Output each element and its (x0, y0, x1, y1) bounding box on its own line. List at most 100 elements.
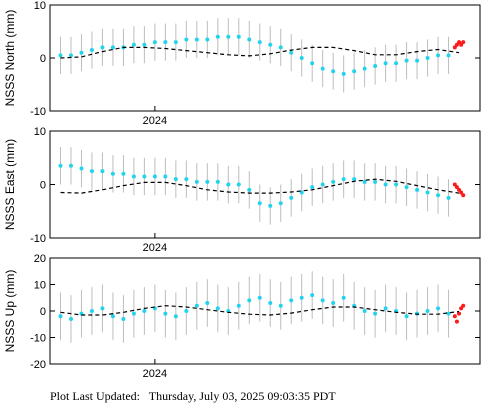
daily-point (310, 185, 315, 190)
recent-point (461, 303, 466, 308)
daily-point (194, 179, 199, 184)
daily-point (446, 53, 451, 58)
y-tick-label: 0 (40, 180, 46, 192)
daily-point (373, 311, 378, 316)
daily-point (331, 301, 336, 306)
x-tick-label: 2024 (143, 242, 167, 254)
daily-point (110, 171, 115, 176)
recent-point (454, 185, 459, 190)
error-bars (59, 147, 450, 225)
recent-point (452, 314, 457, 319)
daily-point (247, 37, 252, 42)
y-tick-label: 10 (34, 0, 46, 12)
daily-point (289, 50, 294, 55)
daily-point (341, 71, 346, 76)
daily-points (58, 34, 451, 76)
recent-point (459, 190, 464, 195)
daily-point (205, 179, 210, 184)
daily-point (236, 182, 241, 187)
daily-point (142, 174, 147, 179)
daily-point (436, 53, 441, 58)
daily-point (236, 303, 241, 308)
daily-point (352, 69, 357, 74)
daily-point (68, 316, 73, 321)
recent-point (457, 311, 462, 316)
daily-point (58, 53, 63, 58)
y-tick-label: -10 (30, 333, 46, 345)
daily-point (320, 66, 325, 71)
daily-points (58, 293, 451, 321)
daily-point (415, 58, 420, 63)
daily-point (446, 311, 451, 316)
east-panel: -10 0 10 2024 NSSS East (mm) (3, 126, 481, 254)
daily-point (247, 187, 252, 192)
daily-point (100, 169, 105, 174)
x-tick-label: 2024 (143, 368, 167, 380)
footer-timestamp: Thursday, July 03, 2025 09:03:35 PDT (148, 389, 336, 403)
footer-label: Plot Last Updated: (50, 389, 140, 403)
daily-point (68, 53, 73, 58)
daily-point (89, 169, 94, 174)
daily-point (173, 177, 178, 182)
daily-point (79, 166, 84, 171)
daily-point (446, 195, 451, 200)
daily-point (362, 66, 367, 71)
recent-point (452, 182, 457, 187)
daily-point (362, 309, 367, 313)
recent-point (461, 193, 466, 198)
daily-point (236, 34, 241, 39)
daily-point (310, 61, 315, 66)
daily-point (184, 309, 189, 313)
recent-points (452, 303, 466, 324)
daily-point (205, 37, 210, 42)
daily-point (341, 295, 346, 300)
daily-point (152, 174, 157, 179)
north-panel: -10 0 10 2024 NSSS North (mm) (3, 0, 481, 127)
daily-point (89, 48, 94, 53)
y-tick-label: 0 (40, 53, 46, 65)
daily-point (110, 314, 115, 319)
daily-point (68, 163, 73, 168)
daily-point (268, 42, 273, 47)
y-tick-label: 20 (34, 253, 46, 265)
y-tick-label: -20 (30, 359, 46, 371)
daily-point (194, 303, 199, 308)
daily-point (226, 34, 231, 39)
daily-point (131, 42, 136, 47)
daily-point (142, 42, 147, 47)
daily-point (404, 185, 409, 190)
y-axis-label: NSSS East (mm) (3, 139, 17, 230)
error-bars (59, 271, 450, 343)
daily-point (58, 163, 63, 168)
daily-point (89, 309, 94, 313)
daily-point (404, 314, 409, 319)
daily-point (415, 187, 420, 192)
daily-point (215, 179, 220, 184)
daily-point (163, 40, 168, 45)
y-tick-label: 0 (40, 306, 46, 318)
daily-point (121, 316, 126, 321)
daily-point (299, 295, 304, 300)
y-tick-label: -10 (30, 106, 46, 118)
y-axis-label: NSSS North (mm) (3, 10, 17, 107)
daily-point (278, 303, 283, 308)
daily-point (436, 306, 441, 311)
daily-point (320, 182, 325, 187)
daily-point (79, 50, 84, 55)
daily-point (310, 293, 315, 298)
daily-point (131, 311, 136, 316)
daily-point (131, 174, 136, 179)
daily-point (362, 179, 367, 184)
daily-point (278, 201, 283, 206)
recent-points (452, 182, 466, 198)
daily-point (436, 193, 441, 198)
daily-point (341, 177, 346, 182)
daily-point (373, 63, 378, 68)
daily-point (268, 203, 273, 208)
recent-point (461, 40, 466, 45)
daily-point (289, 298, 294, 303)
daily-point (289, 195, 294, 200)
daily-point (352, 177, 357, 182)
daily-point (425, 190, 430, 195)
daily-point (247, 298, 252, 303)
